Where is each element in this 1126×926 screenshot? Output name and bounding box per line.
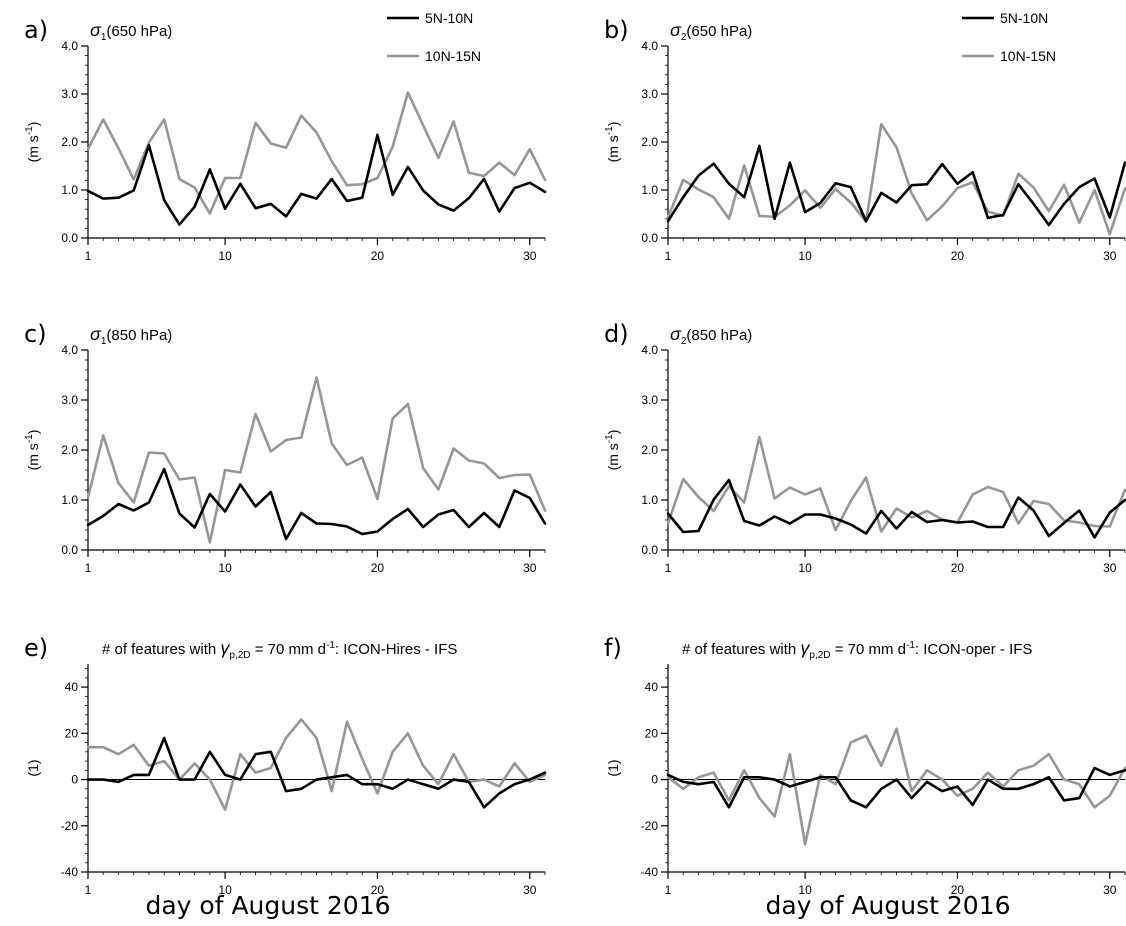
y-tick-label: 2.0 [61,443,78,457]
y-tick-label: 1.0 [641,493,658,507]
y-tick-label: -40 [641,865,659,879]
y-axis-label: (m s-1) [604,122,621,163]
y-tick-label: -20 [61,819,79,833]
x-tick-label: 10 [218,249,232,263]
panel-label: b) [604,16,629,44]
x-tick-label: 30 [1103,561,1117,575]
panel-title: σ2(850 hPa) [670,324,752,347]
panel-label: c) [24,320,47,348]
x-tick-label: 10 [798,561,812,575]
y-tick-label: 0 [71,773,78,787]
y-tick-label: -20 [641,819,659,833]
x-tick-label: 10 [218,561,232,575]
panel-title: # of features with γp,2D = 70 mm d-1: IC… [682,638,1032,661]
y-tick-label: 0.0 [641,231,658,245]
series-line-5n-10n [666,144,1126,227]
panel-label: e) [24,634,48,662]
y-tick-label: 3.0 [641,87,658,101]
y-tick-label: 40 [645,680,659,694]
panel-title: σ2(650 hPa) [670,20,752,43]
y-axis-label: (m s-1) [24,430,41,471]
series-line-5n-10n [666,478,1126,539]
y-tick-label: 3.0 [61,87,78,101]
panel-label: f) [604,634,622,662]
y-tick-label: 1.0 [61,493,78,507]
series-line-10n-15n [666,727,1126,846]
x-tick-label: 10 [218,883,232,897]
y-tick-label: 40 [65,680,79,694]
series-line-5n-10n [666,766,1126,809]
series-line-10n-15n [86,376,547,544]
y-axis-label: (1) [25,759,41,776]
y-tick-label: 3.0 [641,393,658,407]
panel-label: d) [604,320,629,348]
y-tick-label: 0.0 [61,543,78,557]
series-line-10n-15n [666,122,1126,236]
legend-label: 5N-10N [425,10,473,26]
y-tick-label: 2.0 [641,443,658,457]
y-tick-label: 20 [645,726,659,740]
x-tick-label: 20 [951,883,965,897]
y-tick-label: 0.0 [641,543,658,557]
x-tick-label: 20 [371,249,385,263]
panel-a: a) σ1(650 hPa) 0.0 1.0 2.0 3.0 4.0 1 10 20 30 (m s-… [24,10,547,263]
y-tick-label: 1.0 [61,183,78,197]
y-tick-label: 20 [65,726,79,740]
y-tick-label: -40 [61,865,79,879]
y-tick-label: 4.0 [641,39,658,53]
x-tick-label: 1 [85,561,92,575]
y-tick-label: 2.0 [61,135,78,149]
series-line-5n-10n [86,467,547,541]
panel-label: a) [24,16,48,44]
x-axis-label-left: day of August 2016 [145,891,390,920]
x-tick-label: 20 [951,249,965,263]
x-tick-label: 20 [371,883,385,897]
y-tick-label: 0.0 [61,231,78,245]
legend-label: 10N-15N [1000,48,1056,64]
x-tick-label: 10 [798,249,812,263]
panel-d: d) σ2(850 hPa) 0.0 1.0 2.0 3.0 4.0 1 10 20 30 (m s-… [604,320,1126,575]
y-axis-label: (m s-1) [24,122,41,163]
x-tick-label: 30 [523,249,537,263]
x-tick-label: 30 [523,561,537,575]
x-tick-label: 1 [85,249,92,263]
x-tick-label: 1 [85,883,92,897]
x-tick-label: 30 [1103,883,1117,897]
y-tick-label: 2.0 [641,135,658,149]
series-line-10n-15n [666,435,1126,533]
y-tick-label: 0 [651,773,658,787]
x-tick-label: 1 [665,883,672,897]
y-tick-label: 4.0 [61,343,78,357]
panel-f: f) # of features with γp,2D = 70 mm d-1: … [604,634,1126,897]
x-tick-label: 1 [665,249,672,263]
y-tick-label: 4.0 [641,343,658,357]
x-axis-label-right: day of August 2016 [765,891,1010,920]
legend-label: 10N-15N [425,48,481,64]
panel-title: # of features with γp,2D = 70 mm d-1: IC… [102,638,457,661]
x-tick-label: 20 [371,561,385,575]
x-tick-label: 30 [523,883,537,897]
y-tick-label: 3.0 [61,393,78,407]
y-tick-label: 1.0 [641,183,658,197]
series-line-5n-10n [86,133,547,226]
series-line-5n-10n [86,736,547,809]
y-axis-label: (m s-1) [604,430,621,471]
y-tick-label: 4.0 [61,39,78,53]
x-tick-label: 20 [951,561,965,575]
y-axis-label: (1) [605,759,621,776]
panel-c: c) σ1(850 hPa) 0.0 1.0 2.0 3.0 4.0 1 10 20 30 (m s-… [24,320,547,575]
x-tick-label: 1 [665,561,672,575]
x-tick-label: 10 [798,883,812,897]
panel-e: e) # of features with γp,2D = 70 mm d-1: … [24,634,547,897]
series-line-10n-15n [86,91,547,215]
panel-b: b) σ2(650 hPa) 0.0 1.0 2.0 3.0 4.0 1 10 20 30 (m s-… [604,10,1126,263]
legend-label: 5N-10N [1000,10,1048,26]
panel-title: σ1(850 hPa) [90,324,172,347]
panel-title: σ1(650 hPa) [90,20,172,43]
x-tick-label: 30 [1103,249,1117,263]
